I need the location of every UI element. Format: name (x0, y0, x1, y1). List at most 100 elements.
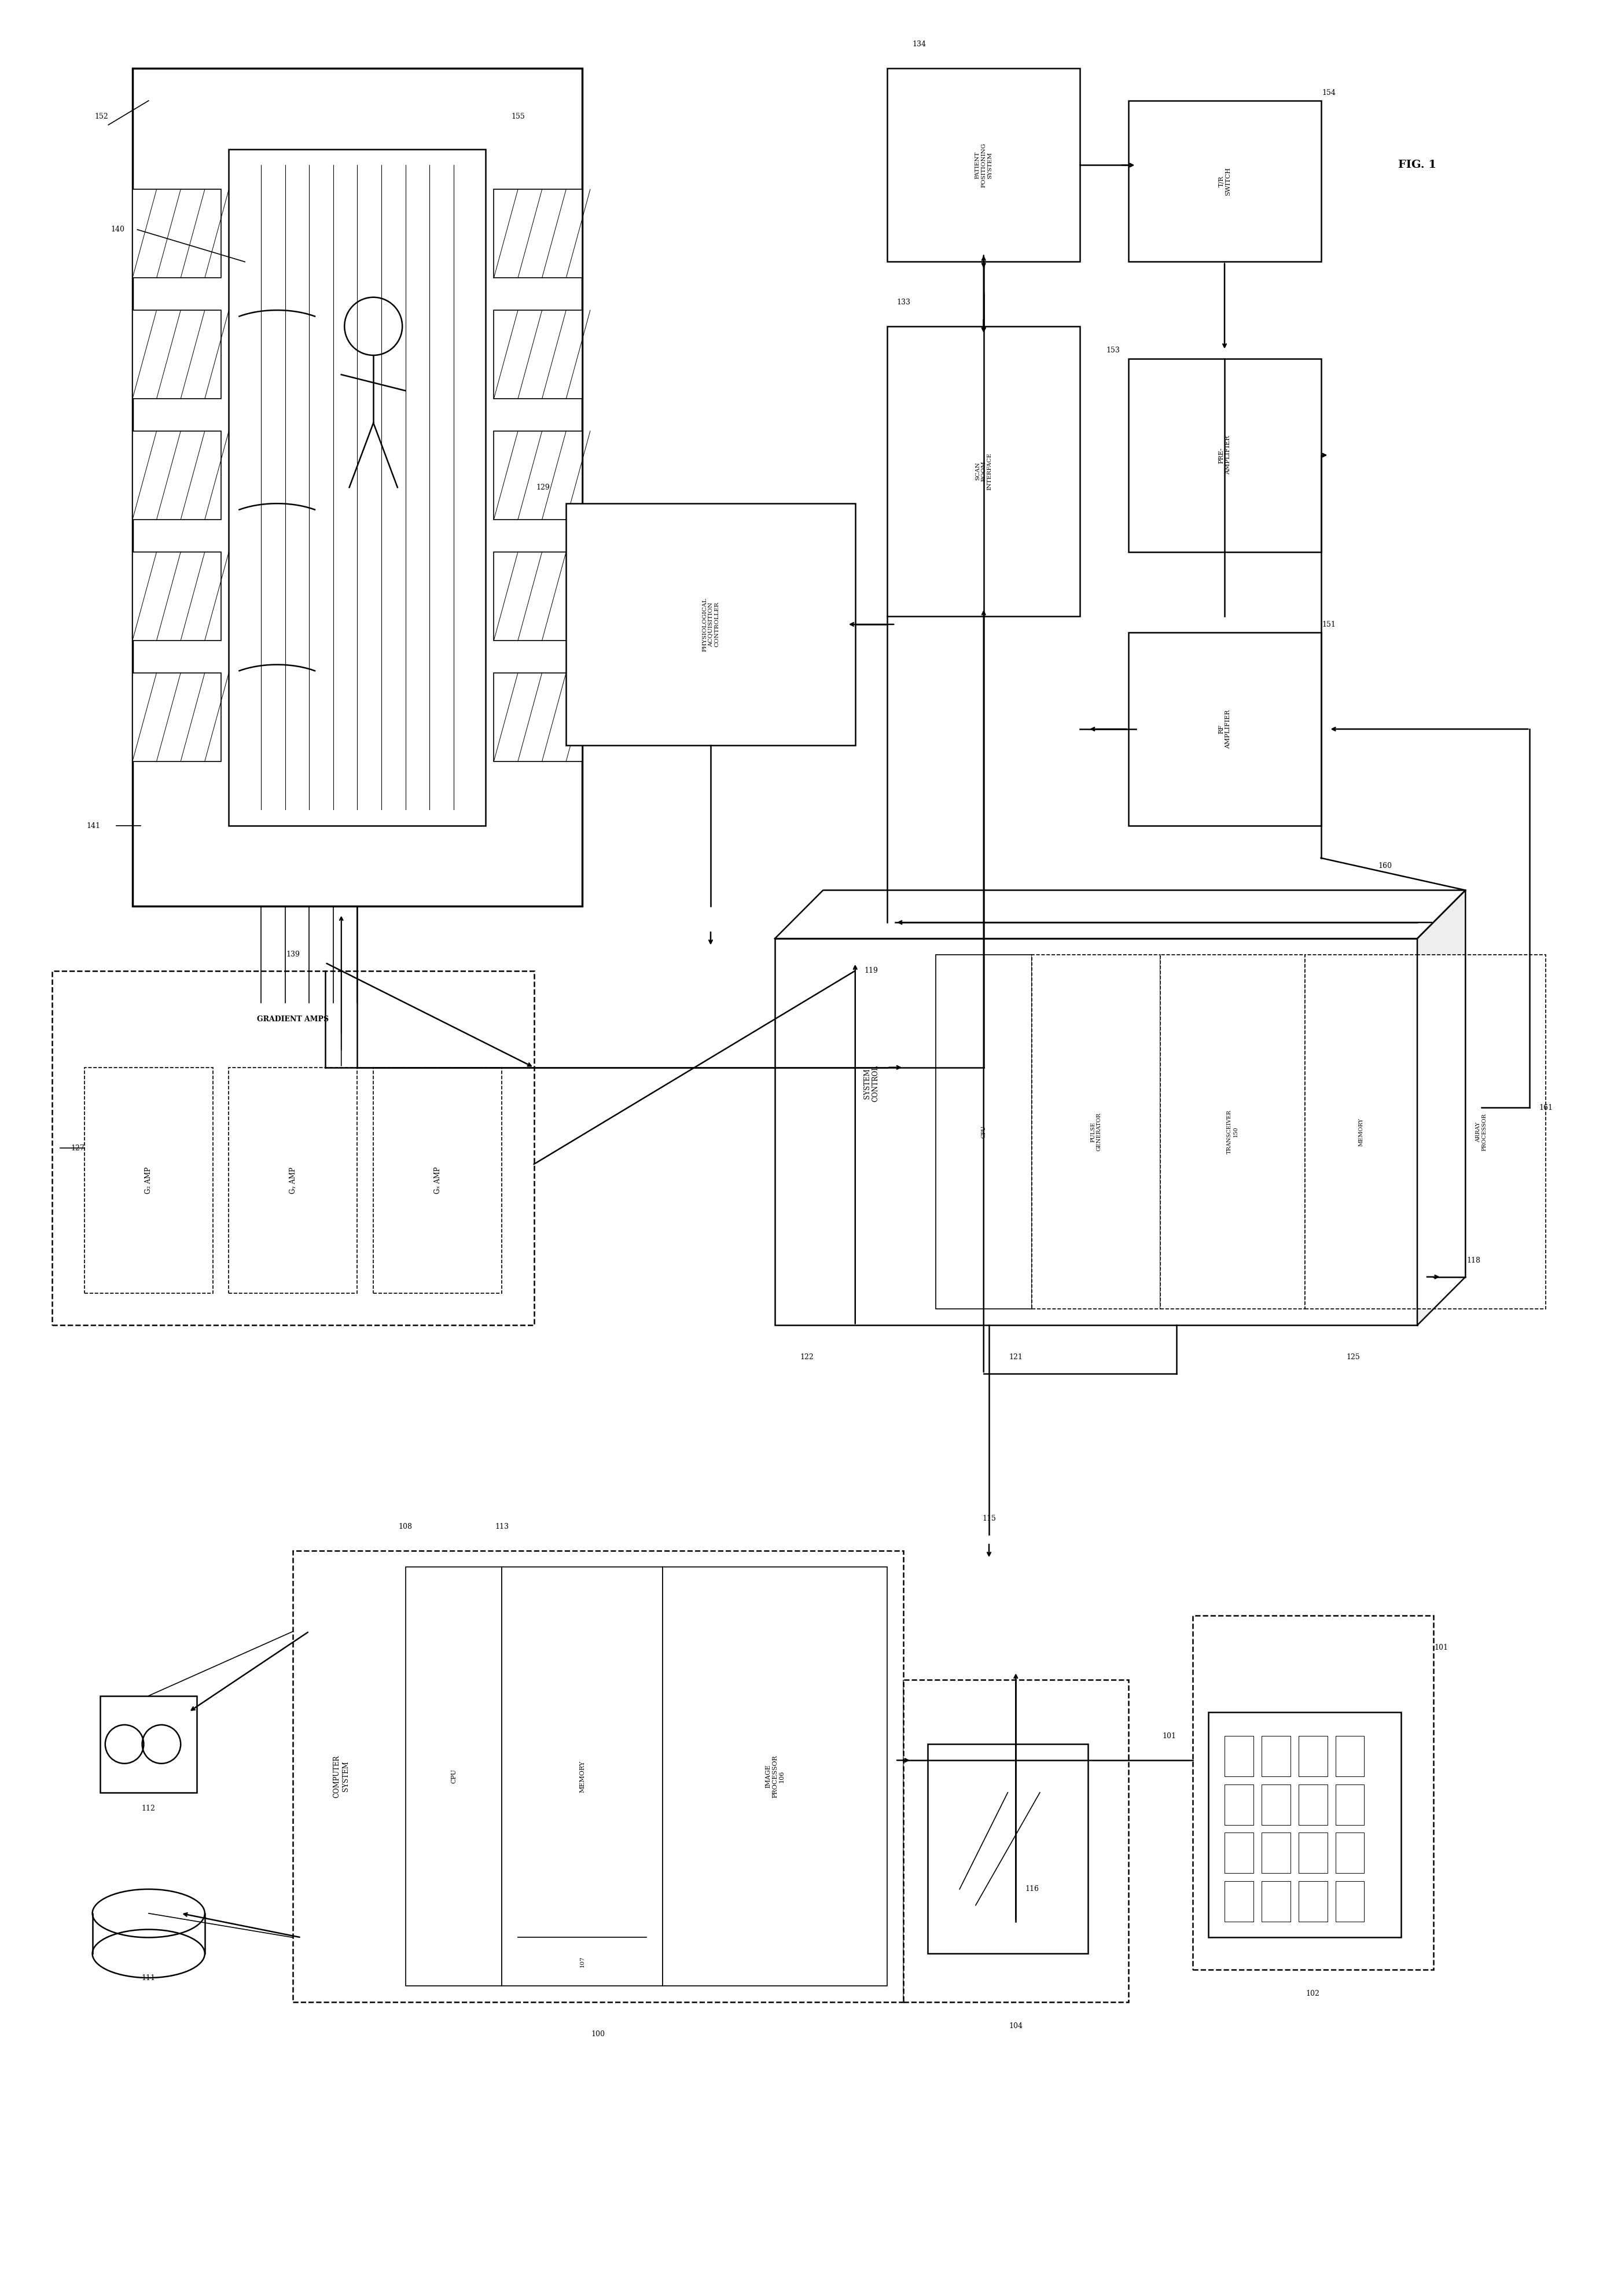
Bar (52, 971, 534, 1325)
Text: FIG. 1: FIG. 1 (1398, 161, 1436, 170)
Text: T/R
SWITCH: T/R SWITCH (1219, 168, 1231, 195)
Text: CPU: CPU (450, 1770, 457, 1784)
Bar (502, 1566, 662, 1986)
Bar (1193, 1616, 1433, 1970)
Bar (904, 1681, 1128, 2002)
Text: 112: 112 (142, 1805, 155, 1812)
Text: 102: 102 (1306, 1991, 1320, 1998)
Bar (888, 69, 1080, 262)
Text: 121: 121 (1009, 1355, 1023, 1362)
Bar (662, 1566, 888, 1986)
Text: 133: 133 (896, 298, 910, 305)
Bar (100, 1697, 197, 1793)
Text: 101: 101 (1162, 1733, 1177, 1740)
Bar (494, 432, 583, 519)
Text: Gₓ AMP: Gₓ AMP (434, 1166, 441, 1194)
Text: 125: 125 (1346, 1355, 1361, 1362)
Bar (373, 1068, 502, 1293)
Bar (1298, 1832, 1327, 1874)
Text: RF
AMPLIFIER: RF AMPLIFIER (1219, 709, 1231, 748)
Text: MEMORY: MEMORY (1359, 1118, 1364, 1146)
Text: 152: 152 (95, 113, 108, 122)
Text: 116: 116 (1025, 1885, 1039, 1892)
Text: 104: 104 (1009, 2023, 1023, 2030)
Polygon shape (775, 891, 1466, 939)
Text: PRE-
AMPLIFIER: PRE- AMPLIFIER (1219, 436, 1231, 475)
Bar (1304, 955, 1417, 1309)
Bar (132, 188, 221, 278)
Bar (132, 310, 221, 400)
Bar (494, 551, 583, 641)
Bar (494, 673, 583, 762)
Text: 151: 151 (1322, 620, 1336, 629)
Bar (1225, 1880, 1254, 1922)
Bar (132, 69, 583, 907)
Bar (1298, 1784, 1327, 1825)
Text: 153: 153 (1106, 347, 1120, 354)
Bar (1128, 631, 1320, 827)
Bar (1160, 955, 1304, 1309)
Text: SCAN
ROOM
INTERFACE: SCAN ROOM INTERFACE (975, 452, 993, 489)
Text: MEMORY: MEMORY (579, 1761, 584, 1793)
Bar (229, 149, 486, 827)
Text: TRANSCEIVER
150: TRANSCEIVER 150 (1227, 1109, 1238, 1155)
Text: 155: 155 (512, 113, 525, 122)
Bar (494, 188, 583, 278)
Bar (775, 939, 1417, 1325)
Text: 161: 161 (1538, 1104, 1553, 1111)
Text: 113: 113 (495, 1522, 508, 1531)
Bar (936, 955, 1031, 1309)
Bar (494, 310, 583, 400)
Bar (1225, 1784, 1254, 1825)
Bar (1298, 1880, 1327, 1922)
Bar (1417, 955, 1546, 1309)
Text: 140: 140 (111, 225, 124, 234)
Bar (928, 1745, 1088, 1954)
Bar (405, 1566, 502, 1986)
Bar (1031, 955, 1160, 1309)
Bar (1225, 1736, 1254, 1777)
Text: GRADIENT AMPS: GRADIENT AMPS (257, 1015, 329, 1022)
Bar (1335, 1736, 1364, 1777)
Bar (1262, 1832, 1291, 1874)
Text: SYSTEM
CONTROL: SYSTEM CONTROL (863, 1065, 880, 1102)
Bar (1209, 1713, 1401, 1938)
Bar (1335, 1832, 1364, 1874)
Text: 160: 160 (1378, 863, 1393, 870)
Text: 129: 129 (536, 484, 550, 491)
Bar (567, 503, 855, 746)
Bar (1298, 1736, 1327, 1777)
Text: 134: 134 (912, 41, 926, 48)
Bar (1262, 1736, 1291, 1777)
Text: G₂ AMP: G₂ AMP (145, 1166, 152, 1194)
Text: 108: 108 (399, 1522, 413, 1531)
Text: COMPUTER
SYSTEM: COMPUTER SYSTEM (332, 1754, 349, 1798)
Bar (1262, 1784, 1291, 1825)
Bar (84, 1068, 213, 1293)
Text: 101: 101 (1435, 1644, 1448, 1651)
Bar (1262, 1880, 1291, 1922)
Text: 107: 107 (579, 1956, 584, 1968)
Text: CPU: CPU (981, 1125, 986, 1139)
Bar (132, 673, 221, 762)
Bar (1128, 101, 1320, 262)
Text: PHYSIOLOGICAL
ACQUISITION
CONTROLLER: PHYSIOLOGICAL ACQUISITION CONTROLLER (702, 597, 720, 652)
Text: 154: 154 (1322, 90, 1336, 96)
Bar (888, 326, 1080, 615)
Text: IMAGE
PROCESSOR
106: IMAGE PROCESSOR 106 (765, 1754, 784, 1798)
Text: ARRAY
PROCESSOR: ARRAY PROCESSOR (1475, 1114, 1486, 1150)
Bar (1335, 1784, 1364, 1825)
Bar (132, 432, 221, 519)
Bar (229, 1068, 357, 1293)
Text: 141: 141 (87, 822, 100, 829)
Text: Gᵧ AMP: Gᵧ AMP (289, 1166, 297, 1194)
Text: PULSE
GENERATOR: PULSE GENERATOR (1091, 1114, 1102, 1150)
Text: 122: 122 (801, 1355, 813, 1362)
Text: 111: 111 (142, 1975, 155, 1981)
Text: 139: 139 (286, 951, 300, 957)
Text: 115: 115 (981, 1515, 996, 1522)
Text: 127: 127 (71, 1143, 84, 1153)
Text: 100: 100 (591, 2030, 605, 2039)
Bar (1335, 1880, 1364, 1922)
Text: PATIENT
POSITIONING
SYSTEM: PATIENT POSITIONING SYSTEM (975, 142, 993, 188)
